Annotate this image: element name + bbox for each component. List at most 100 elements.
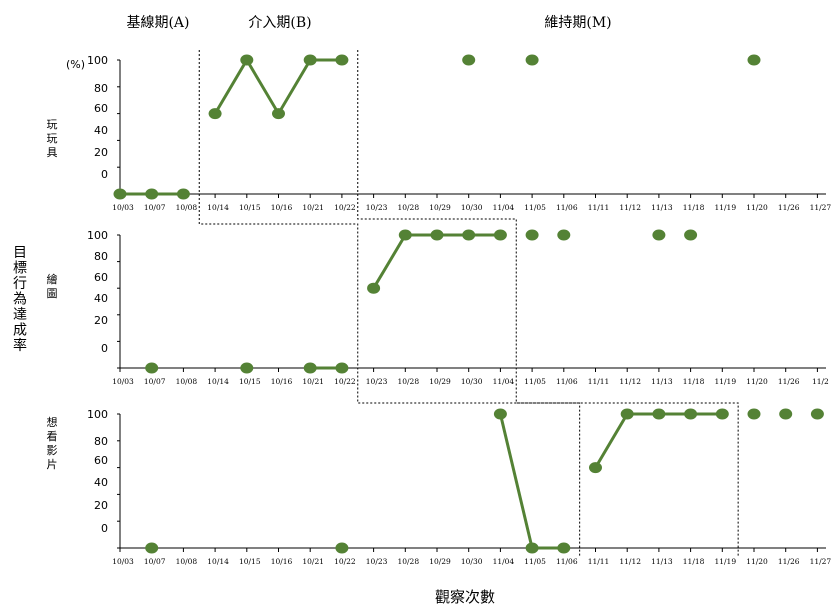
data-point (557, 229, 571, 241)
y-tick-label: 20 (94, 314, 108, 327)
data-point (145, 188, 159, 200)
x-tick-label: 11/20 (746, 203, 768, 212)
data-point (240, 54, 254, 66)
x-tick-label: 11/2 (812, 377, 829, 386)
x-tick-label: 10/14 (207, 377, 229, 386)
y-tick-label: 100 (87, 408, 108, 421)
data-point (430, 229, 444, 241)
x-tick-label: 11/19 (714, 203, 736, 212)
y-tick-label: 100 (87, 54, 108, 67)
x-tick-label: 11/04 (493, 203, 515, 212)
y-unit-label: (%) (66, 58, 85, 71)
x-tick-label: 10/16 (271, 203, 293, 212)
x-tick-label: 11/27 (810, 203, 832, 212)
x-tick-label: 10/07 (144, 557, 166, 566)
data-point (145, 542, 159, 554)
y-axis-label-char: 成 (13, 323, 27, 339)
data-point (335, 542, 349, 554)
x-tick-label: 10/03 (112, 377, 134, 386)
series-line (372, 233, 501, 289)
data-point (557, 542, 571, 554)
phase-change-line-1 (198, 50, 581, 556)
x-tick-label: 10/21 (302, 557, 324, 566)
panel-1: 100 80 60 40 20 0 10/03 10/07 10/08 10/14 10/15 10/… (47, 54, 832, 212)
phase-label-maintenance: 維持期(M) (544, 15, 611, 31)
y-tick-label: 20 (94, 146, 108, 159)
x-tick-label: 11/11 (588, 203, 610, 212)
x-tick-label: 10/23 (366, 203, 388, 212)
x-tick-label: 10/29 (429, 203, 451, 212)
panel-label-char: 影 (47, 444, 58, 457)
x-tick-label: 11/12 (619, 377, 641, 386)
x-tick-label: 10/30 (461, 377, 483, 386)
x-tick-label: 10/08 (176, 557, 198, 566)
x-tick-label: 10/29 (429, 377, 451, 386)
panel-label-char: 繪 (47, 272, 58, 286)
y-axis-label-char: 率 (13, 337, 27, 354)
y-tick-label: 40 (94, 476, 108, 489)
series-line (594, 412, 723, 469)
x-tick-label: 11/04 (493, 557, 515, 566)
data-point (652, 408, 666, 420)
y-axis-label-char: 為 (13, 292, 27, 308)
x-tick-label: 10/07 (144, 203, 166, 212)
x-tick-label: 11/05 (524, 557, 546, 566)
data-point (493, 229, 507, 241)
data-point (620, 408, 634, 420)
x-tick-label: 10/28 (397, 377, 419, 386)
x-tick-label: 11/06 (556, 203, 578, 212)
x-tick-label: 10/29 (429, 557, 451, 566)
x-tick-label: 10/21 (302, 377, 324, 386)
x-tick-label: 10/08 (176, 377, 198, 386)
x-tick-label: 10/15 (239, 377, 261, 386)
y-tick-label: 60 (94, 102, 108, 115)
y-tick-label: 80 (94, 435, 108, 448)
data-point (525, 229, 539, 241)
data-point (493, 408, 507, 420)
x-tick-label: 10/14 (207, 203, 229, 212)
data-point (113, 188, 127, 200)
x-tick-label: 11/18 (683, 377, 705, 386)
data-point (462, 229, 476, 241)
data-point (398, 229, 412, 241)
data-point (684, 229, 698, 241)
y-axis-label-char: 達 (13, 307, 27, 323)
y-tick-label: 100 (87, 229, 108, 242)
x-tick-label: 10/28 (397, 203, 419, 212)
x-tick-label: 10/22 (334, 557, 356, 566)
x-tick-label: 11/11 (588, 377, 610, 386)
panel-label-char: 玩 (47, 132, 58, 145)
data-point (303, 362, 317, 374)
x-tick-label: 11/27 (810, 557, 832, 566)
x-tick-label: 10/03 (112, 557, 134, 566)
y-tick-label: 40 (94, 124, 108, 137)
x-tick-label: 11/05 (524, 203, 546, 212)
x-tick-label: 10/30 (461, 557, 483, 566)
series-line (498, 413, 564, 550)
x-tick-label: 11/18 (683, 203, 705, 212)
x-tick-label: 10/21 (302, 203, 324, 212)
data-point (525, 542, 539, 554)
y-tick-label: 60 (94, 454, 108, 467)
phase-change-line-2 (357, 50, 739, 556)
x-tick-label: 11/04 (493, 377, 515, 386)
x-tick-label: 11/20 (746, 377, 768, 386)
phase-label-intervention: 介入期(B) (248, 15, 311, 31)
x-tick-label: 11/06 (556, 377, 578, 386)
data-point (684, 408, 698, 420)
data-point (462, 54, 476, 66)
x-tick-label: 11/12 (619, 557, 641, 566)
x-tick-label: 10/23 (366, 557, 388, 566)
x-tick-label: 10/30 (461, 203, 483, 212)
x-tick-label: 11/20 (746, 557, 768, 566)
panel-3: 100 80 60 40 20 0 10/03 10/07 10/08 10/14 10/15 10/… (47, 408, 832, 566)
data-point (145, 362, 159, 374)
y-tick-label: 0 (101, 168, 108, 181)
x-tick-label: 11/12 (619, 203, 641, 212)
data-point (747, 54, 761, 66)
panel-label-char: 圖 (47, 287, 58, 300)
data-point (272, 108, 285, 120)
data-point (335, 362, 349, 374)
x-tick-label: 10/15 (239, 203, 261, 212)
